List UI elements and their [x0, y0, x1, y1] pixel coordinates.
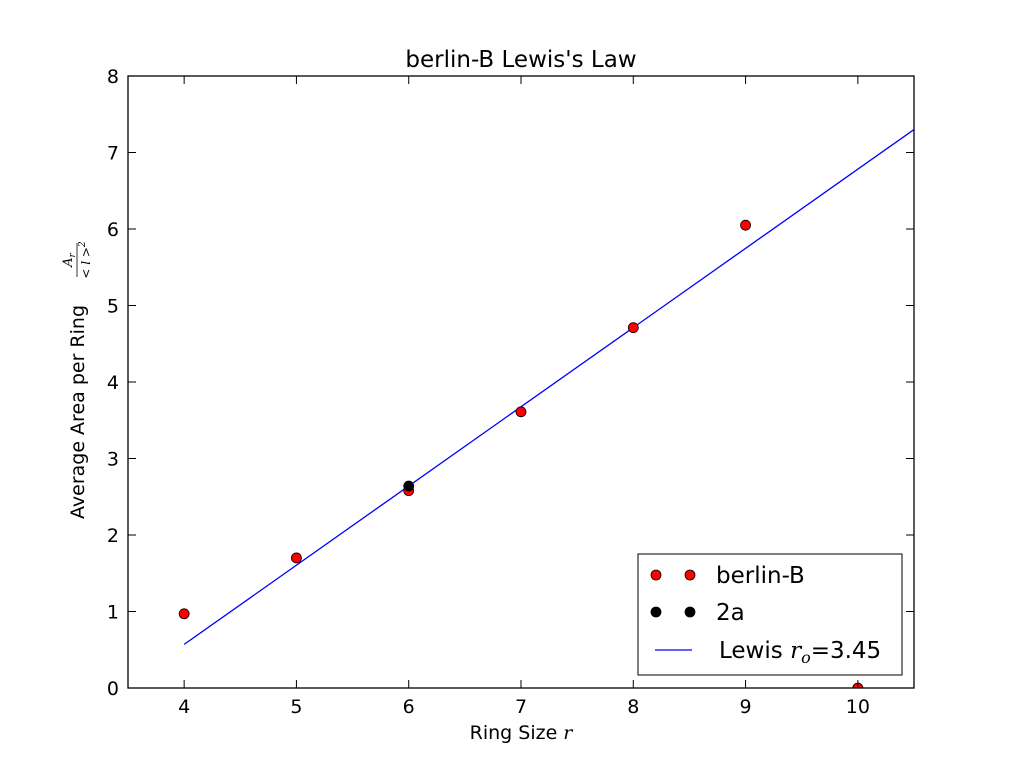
x-axis-label-math: r	[563, 722, 574, 744]
x-tick-label: 10	[846, 696, 870, 718]
y-axis-label: Average Area per Ring Ar < l >2	[61, 241, 93, 519]
plot-clip-group	[178, 129, 914, 688]
y-label-fraction-denominator: < l >2	[78, 241, 93, 279]
x-tick-label: 5	[290, 696, 302, 718]
legend-marker-2a	[684, 606, 696, 618]
y-tick-label: 6	[107, 219, 119, 241]
lewis-fit-line	[183, 129, 914, 645]
legend-marker-2a	[650, 606, 662, 618]
x-tick-label: 8	[627, 696, 639, 718]
x-tick-label: 7	[515, 696, 527, 718]
legend: berlin-B 2a Lewis ro=3.45	[637, 553, 903, 676]
y-label-fraction-numerator: Ar	[61, 252, 78, 267]
y-tick-label: 0	[107, 678, 119, 700]
y-axis-label-group: Average Area per Ring Ar < l >2	[61, 241, 93, 519]
x-axis-label-text: Ring Size	[470, 722, 558, 744]
data-point-2a	[403, 480, 415, 492]
data-point-berlin-B	[291, 552, 302, 564]
y-tick-label: 5	[107, 296, 119, 318]
legend-box	[637, 553, 903, 676]
x-axis-label: Ring Size r	[470, 722, 575, 744]
x-tick-label: 9	[740, 696, 752, 718]
y-tick-label: 3	[107, 449, 119, 471]
y-tick-label: 7	[107, 143, 119, 165]
data-point-berlin-B	[178, 608, 190, 620]
legend-marker-berlin-B	[684, 569, 696, 581]
chart-title: berlin-B Lewis's Law	[405, 47, 636, 73]
data-point-berlin-B	[515, 406, 527, 418]
legend-label-lewis: Lewis ro=3.45	[719, 638, 881, 667]
y-tick-label: 1	[107, 602, 119, 624]
y-tick-label: 4	[107, 372, 119, 394]
legend-label-berlin-B: berlin-B	[716, 563, 805, 589]
x-tick-label: 6	[403, 696, 415, 718]
data-point-berlin-B	[627, 322, 639, 334]
legend-label-2a: 2a	[716, 600, 745, 626]
y-tick-label: 8	[107, 66, 119, 88]
legend-marker-berlin-B	[650, 569, 662, 581]
data-point-berlin-B	[740, 219, 751, 231]
y-tick-label: 2	[107, 525, 119, 547]
y-axis-label-text: Average Area per Ring	[67, 305, 89, 519]
plot-area	[178, 129, 914, 688]
x-tick-label: 4	[178, 696, 190, 718]
